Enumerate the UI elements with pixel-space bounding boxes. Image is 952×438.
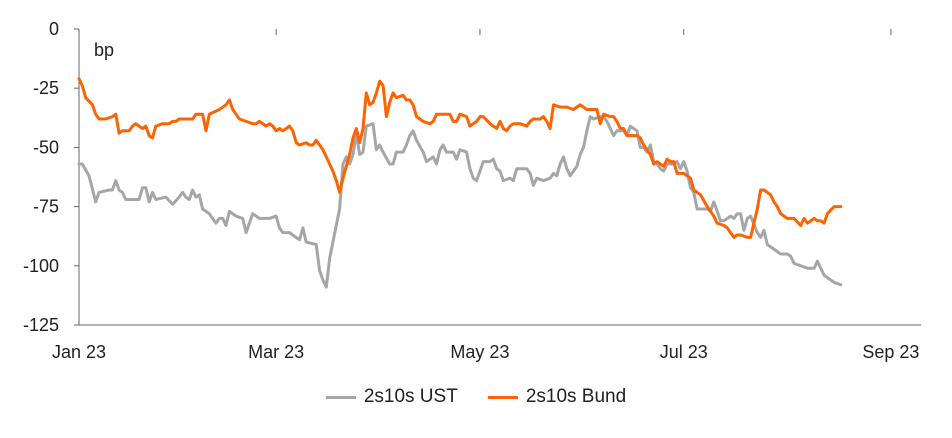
line-chart: 0 -25 -50 -75 -100 -125 Jan 23 Mar 23 May 23 Jul… bbox=[23, 19, 921, 362]
y-tick-label: -25 bbox=[33, 78, 59, 98]
x-tick-label: Mar 23 bbox=[248, 342, 304, 362]
legend-item-ust: 2s10s UST bbox=[325, 386, 458, 408]
y-tick-label: -50 bbox=[33, 137, 59, 157]
x-tick-label: May 23 bbox=[450, 342, 509, 362]
series-line-bund bbox=[77, 77, 843, 239]
legend-label-bund: 2s10s Bund bbox=[525, 386, 627, 407]
x-tick-label: Jan 23 bbox=[52, 342, 106, 362]
legend-label-ust: 2s10s UST bbox=[363, 386, 458, 407]
legend: 2s10s UST 2s10s Bund bbox=[0, 386, 952, 408]
legend-swatch-bund bbox=[487, 395, 518, 399]
y-tick-label: -75 bbox=[33, 197, 59, 217]
y-tick-label: -100 bbox=[23, 256, 59, 276]
x-tick-label: Sep 23 bbox=[862, 342, 919, 362]
legend-item-bund: 2s10s Bund bbox=[487, 386, 627, 408]
y-axis: 0 -25 -50 -75 -100 -125 bbox=[23, 19, 80, 335]
x-tick-label: Jul 23 bbox=[660, 342, 708, 362]
y-unit-label: bp bbox=[94, 40, 114, 60]
legend-swatch-ust bbox=[325, 395, 356, 399]
x-axis: Jan 23 Mar 23 May 23 Jul 23 Sep 23 bbox=[52, 29, 921, 362]
y-tick-label: -125 bbox=[23, 315, 59, 335]
series-line-ust bbox=[77, 115, 843, 289]
series-lines bbox=[77, 77, 843, 289]
y-tick-label: 0 bbox=[49, 19, 59, 39]
